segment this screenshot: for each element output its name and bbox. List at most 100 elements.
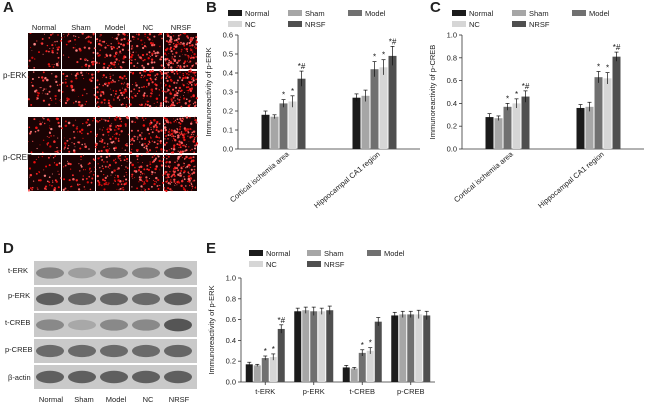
stain-dot [159,58,162,61]
stain-dot [119,50,122,53]
stain-dot [180,179,184,183]
stain-dot [122,33,125,35]
stain-dot [175,90,178,93]
stain-dot [151,140,153,142]
stain-dot [146,168,148,170]
stain-dot [183,62,186,65]
blot-label-t-creb: t-CREB [5,318,31,327]
stain-dot [131,138,134,141]
stain-dot [164,96,168,100]
stain-dot [177,163,180,167]
stain-dot [106,130,110,134]
stain-dot [54,151,56,153]
stain-dot [172,101,175,104]
stain-dot [185,128,189,131]
stain-dot [193,134,195,136]
stain-dot [150,58,154,61]
stain-dot [146,79,149,82]
stain-dot [148,33,152,36]
stain-dot [74,35,77,37]
stain-dot [153,182,156,186]
stain-dot [165,141,168,144]
stain-dot [64,120,67,123]
stain-dot [193,179,196,182]
stain-dot [67,160,69,162]
stain-dot [43,118,45,120]
stain-dot [137,54,140,56]
stain-dot [49,97,52,100]
stain-dot [167,130,171,133]
stain-dot [95,146,97,149]
stain-dot [48,127,51,129]
stain-dot [142,97,144,99]
legend-label-sham: Sham [305,9,325,18]
stain-dot [163,156,165,159]
stain-dot [50,135,52,137]
stain-dot [102,91,105,94]
micrograph-cell [129,154,165,192]
stain-dot [169,43,171,46]
stain-dot [133,36,136,38]
stain-dot [107,81,111,85]
stain-dot [175,39,178,42]
stain-dot [120,82,123,85]
significance-mark: * [597,62,600,71]
bar-group-p-erk [294,305,334,382]
stain-dot [170,122,172,124]
stain-dot [145,176,148,179]
stain-dot [93,117,96,120]
stain-dot [182,67,184,69]
stain-dot [176,102,179,105]
stain-dot [158,52,160,54]
stain-dot [186,76,189,79]
stain-dot [54,94,57,98]
stain-dot [188,146,190,148]
stain-dot [142,124,146,127]
stain-dot [148,38,151,41]
bar-nrsf [326,310,334,382]
stain-dot [187,171,190,174]
stain-dot [172,58,175,61]
bar-nrsf [612,56,621,149]
significance-mark: * [361,341,364,350]
y-tick-label: 0.0 [447,145,457,154]
stain-dot [115,126,117,128]
stain-dot [151,161,154,164]
stain-dot [126,174,128,176]
stain-dot [74,47,76,49]
stain-dot [28,126,31,129]
stain-dot [174,119,177,122]
stain-dot [144,33,147,36]
y-tick-label: 1.0 [447,31,457,40]
stain-dot [100,149,103,153]
stain-dot [48,131,51,134]
stain-dot [142,183,145,185]
stain-dot [114,93,117,95]
stain-dot [107,127,109,129]
stain-dot [84,103,86,105]
stain-dot [52,181,54,183]
stain-dot [33,118,36,121]
stain-dot [46,92,49,96]
stain-dot [183,128,186,130]
stain-dot [147,188,150,190]
stain-dot [114,176,116,179]
stain-dot [48,103,51,106]
stain-dot [69,162,72,166]
stain-dot [96,101,99,104]
significance-mark: * [369,339,372,348]
stain-dot [136,33,138,35]
stain-dot [173,120,176,123]
stain-dot [143,95,145,98]
stain-dot [49,120,51,122]
stain-dot [84,143,86,145]
stain-dot [157,130,160,133]
stain-dot [41,92,43,94]
stain-dot [193,105,196,108]
stain-dot [169,46,172,49]
legend-swatch-normal [249,250,263,256]
stain-dot [77,141,79,143]
stain-dot [191,81,193,83]
stain-dot [43,169,45,171]
blot-band [68,267,96,279]
